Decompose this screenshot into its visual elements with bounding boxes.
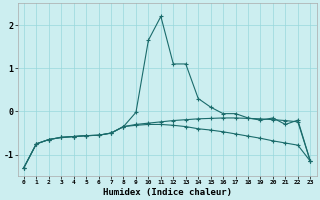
X-axis label: Humidex (Indice chaleur): Humidex (Indice chaleur) [103, 188, 232, 197]
